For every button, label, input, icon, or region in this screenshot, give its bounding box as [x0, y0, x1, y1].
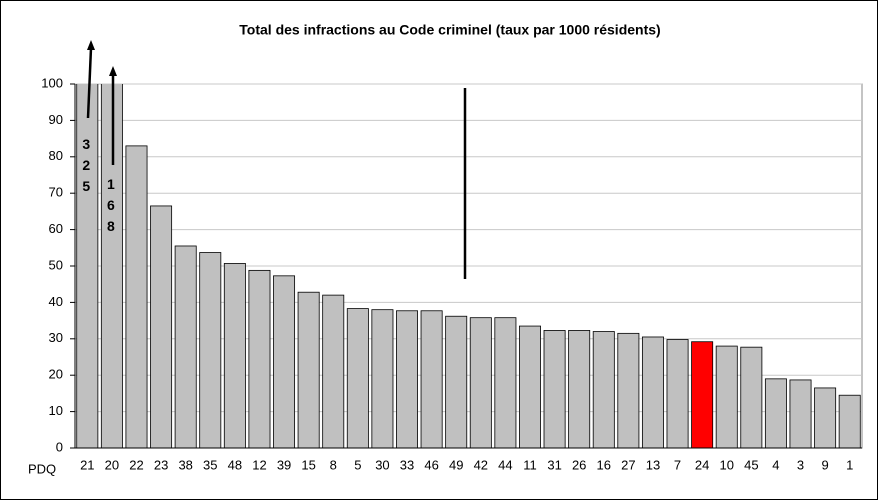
x-tick-label: 23 [154, 457, 168, 472]
annotations [86, 40, 467, 279]
x-tick-label: 13 [646, 457, 660, 472]
y-tick-label: 50 [49, 257, 63, 272]
bar [715, 345, 738, 448]
bar [199, 252, 222, 448]
x-tick-label: 35 [203, 457, 217, 472]
bar [371, 309, 394, 448]
x-tick-label: 39 [277, 457, 291, 472]
bar [592, 331, 615, 448]
y-tick-label: 40 [49, 294, 63, 309]
x-tick-label: 24 [695, 457, 709, 472]
x-tick-label: 7 [674, 457, 681, 472]
x-tick-label: 11 [523, 457, 537, 472]
x-tick-label: 9 [821, 457, 828, 472]
y-tick-label: 30 [49, 330, 63, 345]
bar [666, 339, 689, 448]
y-tick-label: 90 [49, 112, 63, 127]
y-tick-label: 70 [49, 185, 63, 200]
bar [100, 84, 123, 448]
y-tick-label: 60 [49, 221, 63, 236]
bar [125, 145, 148, 448]
bar [396, 310, 418, 448]
x-tick-label: 46 [424, 457, 438, 472]
bar [469, 317, 492, 448]
x-tick-label: 30 [375, 457, 389, 472]
arrow-head [87, 40, 95, 50]
x-tick-label: 33 [400, 457, 414, 472]
bar [568, 330, 591, 448]
bar [814, 387, 837, 448]
x-tick-label: 38 [178, 457, 192, 472]
y-tick-label: 20 [49, 367, 63, 382]
bar [76, 84, 99, 448]
bar [617, 332, 640, 448]
x-tick-label: 22 [129, 457, 143, 472]
x-tick-label: 26 [572, 457, 586, 472]
x-tick-label: 31 [547, 457, 561, 472]
bar [445, 315, 468, 448]
x-tick-label: 48 [228, 457, 242, 472]
x-tick-label: 45 [744, 457, 758, 472]
y-tick-label: 80 [49, 148, 63, 163]
bar [297, 291, 320, 448]
x-tick-label: 44 [498, 457, 512, 472]
y-tick-label: 10 [49, 403, 63, 418]
x-tick-label: 4 [772, 457, 779, 472]
x-tick-label: 8 [330, 457, 337, 472]
x-tick-label: 1 [846, 457, 853, 472]
bar [346, 308, 369, 448]
bar [789, 379, 812, 448]
arrow-head [109, 66, 117, 76]
bar [494, 317, 517, 448]
x-tick-label: 42 [474, 457, 488, 472]
x-tick-label: 15 [301, 457, 315, 472]
bar [838, 394, 861, 448]
x-tick-label: 20 [105, 457, 119, 472]
bar [273, 275, 296, 448]
y-tick-label: 0 [56, 439, 63, 454]
bar [420, 310, 443, 448]
x-tick-label: 21 [80, 457, 94, 472]
bar [764, 378, 787, 448]
x-tick-label: 3 [797, 457, 804, 472]
bar [740, 346, 763, 448]
arrow [86, 47, 93, 119]
y-tick-label: 100 [41, 75, 63, 90]
x-tick-label: 12 [252, 457, 266, 472]
bar [543, 330, 566, 448]
chart-title: Total des infractions au Code criminel (… [239, 22, 660, 38]
bar [248, 269, 271, 448]
x-tick-label: 27 [621, 457, 635, 472]
x-tick-label: 49 [449, 457, 463, 472]
bar [223, 263, 246, 448]
bar [150, 205, 173, 448]
bar [519, 325, 541, 448]
bar [641, 336, 664, 448]
bar [174, 245, 197, 448]
bar [322, 294, 345, 448]
x-tick-label: 5 [354, 457, 361, 472]
x-axis-label: PDQ [28, 461, 56, 476]
bar [691, 341, 714, 448]
x-tick-label: 10 [720, 457, 734, 472]
x-tick-label: 16 [597, 457, 611, 472]
